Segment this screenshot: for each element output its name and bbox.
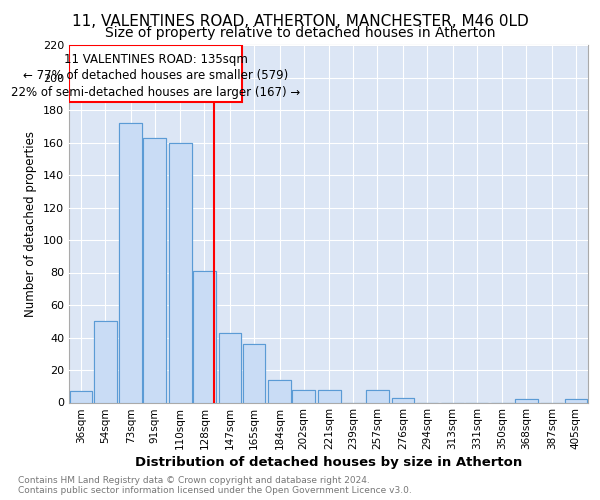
Bar xyxy=(70,391,92,402)
Text: Contains public sector information licensed under the Open Government Licence v3: Contains public sector information licen… xyxy=(18,486,412,495)
Bar xyxy=(169,142,192,402)
Text: 11, VALENTINES ROAD, ATHERTON, MANCHESTER, M46 0LD: 11, VALENTINES ROAD, ATHERTON, MANCHESTE… xyxy=(71,14,529,29)
Bar xyxy=(242,344,265,403)
Bar xyxy=(366,390,389,402)
Text: 11 VALENTINES ROAD: 135sqm: 11 VALENTINES ROAD: 135sqm xyxy=(64,53,247,66)
Bar xyxy=(143,138,166,402)
Bar xyxy=(193,271,216,402)
Y-axis label: Number of detached properties: Number of detached properties xyxy=(25,130,37,317)
Bar xyxy=(268,380,291,402)
Bar xyxy=(119,123,142,402)
Bar xyxy=(94,322,116,402)
Bar xyxy=(318,390,341,402)
Bar xyxy=(318,390,341,402)
Bar xyxy=(292,390,315,402)
Bar xyxy=(268,380,291,402)
Bar xyxy=(70,391,92,402)
Bar xyxy=(218,332,241,402)
Bar xyxy=(169,142,192,402)
Bar xyxy=(515,399,538,402)
Text: Contains HM Land Registry data © Crown copyright and database right 2024.: Contains HM Land Registry data © Crown c… xyxy=(18,476,370,485)
Bar xyxy=(242,344,265,403)
Bar xyxy=(119,123,142,402)
X-axis label: Distribution of detached houses by size in Atherton: Distribution of detached houses by size … xyxy=(135,456,522,469)
Bar xyxy=(515,399,538,402)
Bar xyxy=(218,332,241,402)
Bar xyxy=(94,322,116,402)
Bar xyxy=(565,399,587,402)
Bar xyxy=(292,390,315,402)
Bar xyxy=(193,271,216,402)
Bar xyxy=(392,398,415,402)
Text: Size of property relative to detached houses in Atherton: Size of property relative to detached ho… xyxy=(105,26,495,40)
Text: ← 77% of detached houses are smaller (579): ← 77% of detached houses are smaller (57… xyxy=(23,70,288,82)
Text: 22% of semi-detached houses are larger (167) →: 22% of semi-detached houses are larger (… xyxy=(11,86,300,98)
Bar xyxy=(366,390,389,402)
Bar xyxy=(392,398,415,402)
Bar xyxy=(565,399,587,402)
Bar xyxy=(69,45,242,102)
Bar xyxy=(143,138,166,402)
